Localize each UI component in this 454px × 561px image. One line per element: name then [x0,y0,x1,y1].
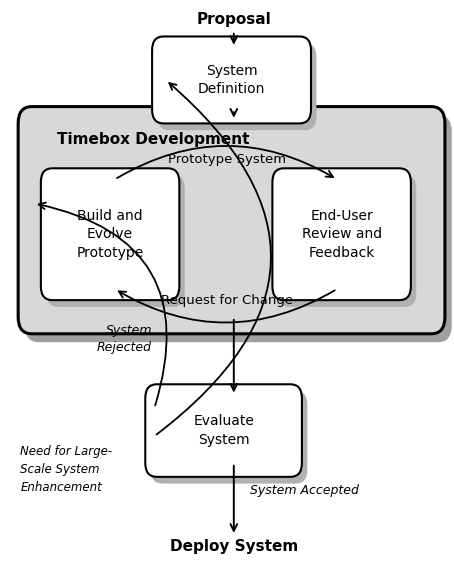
Text: System Accepted: System Accepted [250,484,359,498]
Text: System
Definition: System Definition [198,64,265,96]
Text: Build and
Evolve
Prototype: Build and Evolve Prototype [76,209,144,260]
Text: End-User
Review and
Feedback: End-User Review and Feedback [301,209,382,260]
FancyBboxPatch shape [272,168,411,300]
Text: Deploy System: Deploy System [170,540,298,554]
FancyBboxPatch shape [25,115,452,342]
Text: Need for Large-
Scale System
Enhancement: Need for Large- Scale System Enhancement [20,445,113,494]
Text: Evaluate
System: Evaluate System [193,415,254,447]
FancyBboxPatch shape [46,175,185,307]
FancyBboxPatch shape [158,43,316,130]
Text: Request for Change: Request for Change [161,293,293,307]
FancyBboxPatch shape [18,107,445,334]
Text: Prototype System: Prototype System [168,153,286,167]
FancyBboxPatch shape [151,391,307,484]
Text: Proposal: Proposal [197,12,271,27]
Text: Timebox Development: Timebox Development [57,132,249,146]
FancyBboxPatch shape [145,384,302,477]
Text: System
Rejected: System Rejected [97,324,152,355]
FancyBboxPatch shape [41,168,179,300]
FancyBboxPatch shape [152,36,311,123]
FancyBboxPatch shape [278,175,416,307]
